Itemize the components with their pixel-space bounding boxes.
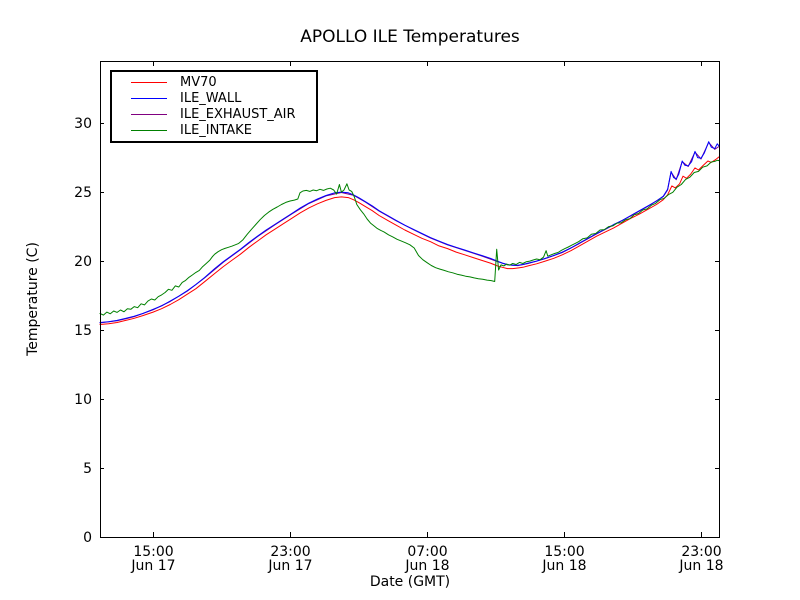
series-line-ile-wall — [99, 141, 720, 323]
legend-entry-ile-wall: ILE_WALL — [112, 91, 316, 106]
x-tick-label-time: 07:00 — [407, 544, 447, 560]
x-tick-label-time: 15:00 — [544, 544, 584, 560]
legend-line-swatch — [131, 129, 167, 131]
y-tick-label: 15 — [74, 323, 92, 339]
x-tick-label-time: 23:00 — [681, 544, 721, 560]
y-axis-label: Temperature (C) — [25, 242, 41, 356]
x-tick-label-date: Jun 17 — [130, 558, 175, 574]
x-tick-label-date: Jun 18 — [678, 558, 723, 574]
legend-line-swatch — [131, 82, 167, 84]
x-tick-label-date: Jun 18 — [404, 558, 449, 574]
legend-entry-mv70: MV70 — [112, 75, 316, 90]
legend-label: ILE_INTAKE — [180, 122, 252, 138]
legend-label: ILE_WALL — [180, 91, 242, 107]
y-tick-label: 10 — [74, 392, 92, 408]
legend-line-swatch — [131, 98, 167, 100]
series-line-ile-intake — [99, 159, 720, 316]
legend-entry-ile-intake: ILE_INTAKE — [112, 123, 316, 138]
series-line-mv70 — [99, 156, 720, 325]
legend-line-swatch — [131, 113, 167, 115]
legend-label: ILE_EXHAUST_AIR — [180, 106, 296, 122]
x-axis-label: Date (GMT) — [369, 574, 451, 590]
y-tick-label: 20 — [74, 254, 92, 270]
y-tick-label: 30 — [74, 116, 92, 132]
x-tick-label-date: Jun 18 — [541, 558, 586, 574]
x-tick-label-date: Jun 17 — [267, 558, 312, 574]
axes-frame — [100, 61, 720, 538]
x-tick-label-time: 15:00 — [133, 544, 173, 560]
legend-label: MV70 — [180, 75, 217, 91]
y-tick-label: 5 — [83, 461, 92, 477]
x-tick-label-time: 23:00 — [270, 544, 310, 560]
legend-entry-ile-exhaust-air: ILE_EXHAUST_AIR — [112, 107, 316, 122]
chart-title: APOLLO ILE Temperatures — [300, 27, 520, 47]
legend: MV70 ILE_WALL ILE_EXHAUST_AIR ILE_INTAKE — [110, 70, 318, 143]
y-tick-label: 25 — [74, 185, 92, 201]
y-tick-label: 0 — [83, 530, 92, 546]
